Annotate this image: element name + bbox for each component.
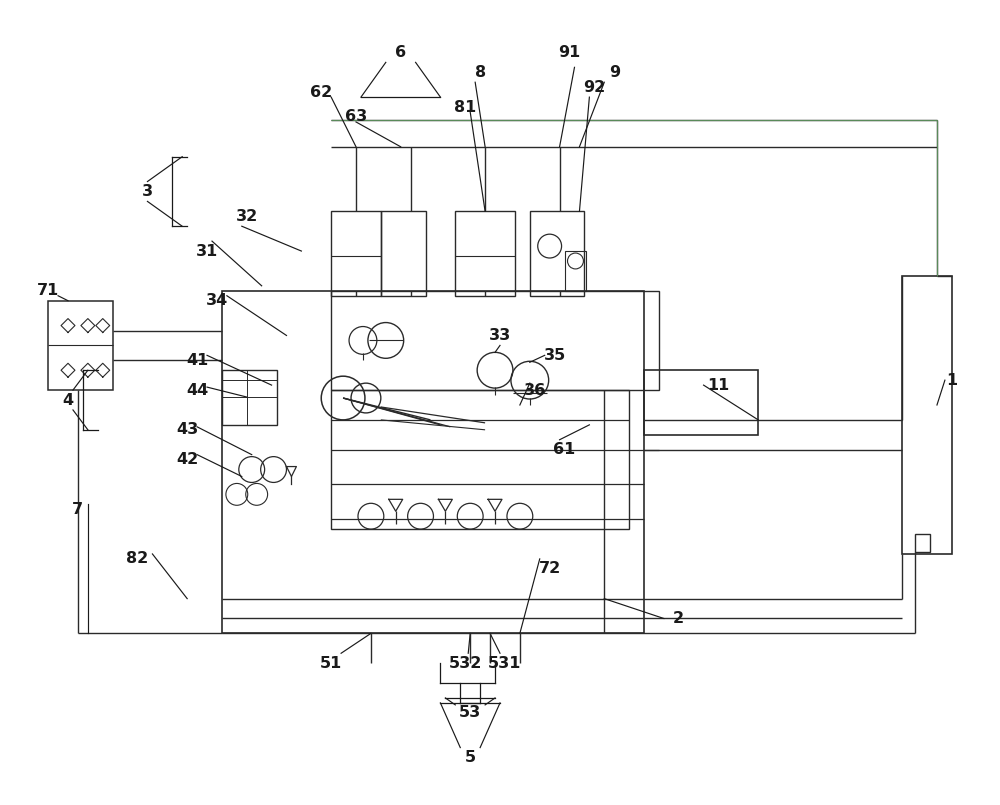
Text: 1: 1: [946, 373, 957, 388]
Text: 4: 4: [62, 393, 74, 407]
Text: 531: 531: [488, 656, 522, 671]
Bar: [331, 212, 381, 295]
Text: 7: 7: [72, 502, 83, 517]
Bar: [381, 212, 426, 295]
Text: 72: 72: [539, 561, 561, 576]
Bar: [222, 370, 277, 425]
Bar: [222, 291, 644, 634]
Text: 8: 8: [475, 64, 486, 80]
Text: 9: 9: [609, 64, 620, 80]
Text: 44: 44: [186, 382, 208, 398]
Text: 34: 34: [206, 293, 228, 308]
Text: 5: 5: [465, 750, 476, 765]
Text: 2: 2: [673, 611, 684, 626]
Text: 61: 61: [553, 442, 576, 457]
Bar: [644, 370, 758, 435]
Bar: [331, 390, 629, 529]
Text: 71: 71: [37, 283, 59, 299]
Bar: [915, 534, 930, 552]
Bar: [331, 291, 659, 390]
Text: 92: 92: [583, 80, 605, 95]
Text: 63: 63: [345, 109, 367, 125]
Bar: [48, 301, 113, 390]
Text: 51: 51: [320, 656, 342, 671]
Text: 41: 41: [186, 353, 208, 368]
Text: 91: 91: [558, 45, 581, 60]
Text: 53: 53: [459, 705, 481, 720]
Text: 35: 35: [543, 348, 566, 363]
Text: 33: 33: [489, 328, 511, 343]
Bar: [530, 212, 584, 295]
Text: 81: 81: [454, 100, 476, 114]
Bar: [902, 276, 952, 554]
Bar: [455, 212, 515, 295]
Bar: [565, 251, 586, 291]
Text: 82: 82: [126, 551, 149, 567]
Text: 43: 43: [176, 423, 198, 437]
Text: 11: 11: [707, 378, 730, 393]
Text: 42: 42: [176, 452, 198, 467]
Text: 36: 36: [524, 382, 546, 398]
Text: 3: 3: [142, 184, 153, 199]
Text: 31: 31: [196, 244, 218, 258]
Text: 62: 62: [310, 85, 332, 100]
Text: 32: 32: [236, 208, 258, 224]
Text: 6: 6: [395, 45, 406, 60]
Text: 532: 532: [449, 656, 482, 671]
